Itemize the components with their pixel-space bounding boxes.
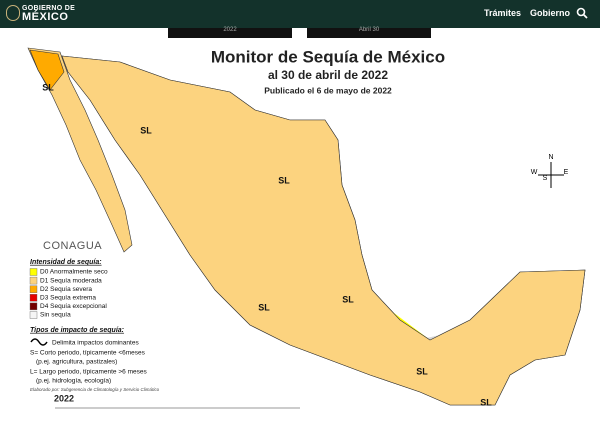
- impact-label: SL: [480, 397, 492, 407]
- logo-small: GOBIERNO DE: [22, 5, 76, 12]
- legend-label: D1 Sequía moderada: [40, 277, 102, 284]
- legend-label: Sin sequía: [40, 312, 71, 319]
- impact-label: SL: [140, 125, 152, 135]
- legend-swatch: [29, 285, 38, 293]
- map-published: Publicado el 6 de mayo de 2022: [264, 85, 392, 95]
- credit: Elaborado por: Subgerencia de Climatolog…: [30, 387, 160, 392]
- impact-label: SL: [416, 366, 428, 376]
- year-select[interactable]: 2022: [168, 27, 292, 38]
- legend-swatch: [29, 268, 38, 276]
- nav-link[interactable]: Trámites: [484, 8, 522, 18]
- legend-swatch: [29, 276, 38, 285]
- compass-letter: N: [548, 154, 553, 161]
- compass-letter: W: [531, 169, 538, 176]
- impact-line: L= Largo periodo, típicamente >6 meses: [30, 369, 147, 376]
- impact-label: SL: [258, 302, 270, 312]
- impact-line: (p.ej. agricultura, pastizales): [36, 359, 117, 366]
- impact-line: S= Corto periodo, típicamente <6meses: [30, 350, 146, 357]
- logo-crest: [6, 5, 20, 21]
- map-title: Monitor de Sequía de México: [211, 47, 445, 66]
- logo[interactable]: GOBIERNO DE MÉXICO: [22, 4, 76, 23]
- legend-heading: Intensidad de sequía:: [30, 259, 102, 266]
- legend-swatch: [29, 311, 38, 319]
- impact-line: Delimita impactos dominantes: [52, 340, 139, 347]
- impact-heading: Tipos de impacto de sequía:: [30, 327, 124, 334]
- impact-label: SL: [278, 175, 290, 185]
- legend-label: D0 Anormalmente seco: [40, 269, 108, 276]
- agency-name: CONAGUA: [43, 240, 102, 252]
- legend-swatch: [29, 294, 38, 302]
- impact-line: (p.ej. hidrología, ecología): [36, 378, 111, 385]
- compass-letter: E: [564, 169, 569, 176]
- region: [27, 47, 133, 253]
- legend-label: D4 Sequía excepcional: [40, 303, 107, 310]
- region: [29, 49, 65, 91]
- compass-letter: S: [543, 175, 548, 182]
- impact-line-icon: [30, 338, 48, 346]
- impact-label: SL: [42, 82, 54, 92]
- legend-label: D3 Sequía extrema: [40, 295, 96, 302]
- map-subtitle: al 30 de abril de 2022: [268, 68, 388, 82]
- top-bar: GOBIERNO DE MÉXICO Trámites Gobierno: [0, 0, 600, 28]
- nav-link[interactable]: Gobierno: [530, 8, 570, 18]
- impact-label: SL: [342, 294, 354, 304]
- search-icon[interactable]: [576, 7, 588, 19]
- selector-bar: 2022 Abril 30: [0, 18, 600, 38]
- date-select[interactable]: Abril 30: [307, 27, 431, 38]
- logo-big: MÉXICO: [22, 11, 69, 23]
- legend-label: D2 Sequía severa: [40, 286, 92, 293]
- compass: [538, 162, 564, 188]
- year-label: 2022: [54, 393, 74, 403]
- legend-swatch: [29, 302, 38, 311]
